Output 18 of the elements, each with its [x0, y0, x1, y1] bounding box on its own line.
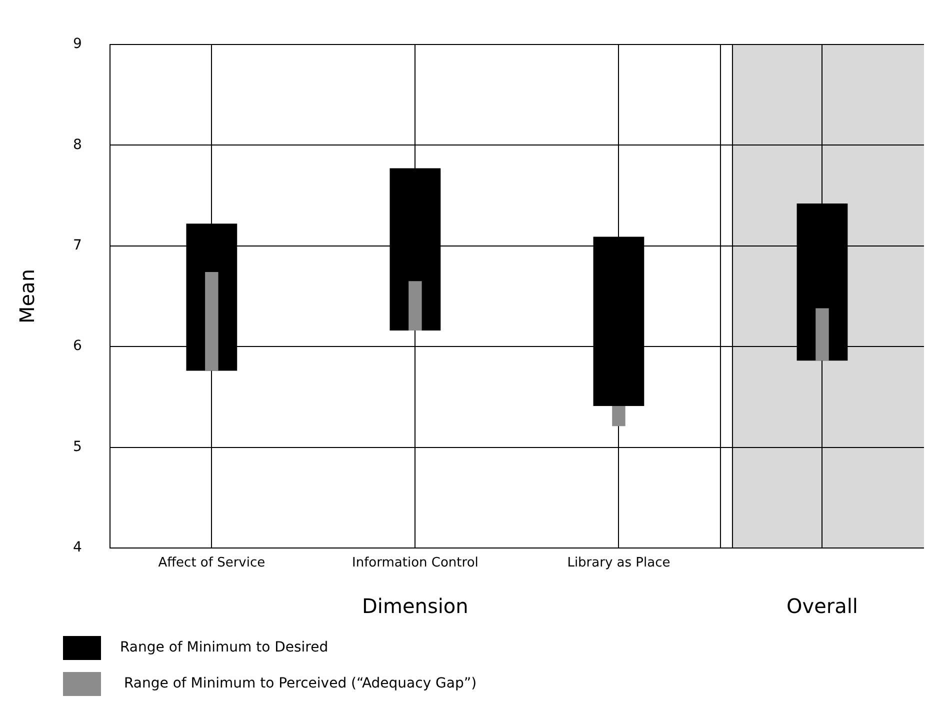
x-tick-label: Information Control — [352, 555, 478, 570]
bar — [205, 272, 218, 371]
bar — [612, 406, 626, 426]
y-tick-label: 9 — [72, 36, 82, 52]
y-tick-label: 5 — [72, 438, 82, 455]
legend-label: Range of Minimum to Perceived (“Adequacy Gap”) — [124, 676, 477, 692]
x-tick-label: Library as Place — [567, 555, 670, 570]
x-axis-title: Dimension — [362, 594, 468, 618]
legend-label: Range of Minimum to Desired — [120, 640, 328, 656]
y-tick-label: 7 — [72, 237, 82, 254]
x-tick-label: Affect of Service — [158, 555, 266, 570]
bar — [816, 308, 829, 361]
y-tick-label: 8 — [72, 136, 82, 153]
y-axis-title: Mean — [15, 268, 40, 324]
x-tick-label: Overall — [786, 594, 858, 618]
y-tick-label: 6 — [72, 338, 82, 354]
bar — [408, 281, 422, 330]
y-tick-label: 4 — [72, 540, 82, 556]
